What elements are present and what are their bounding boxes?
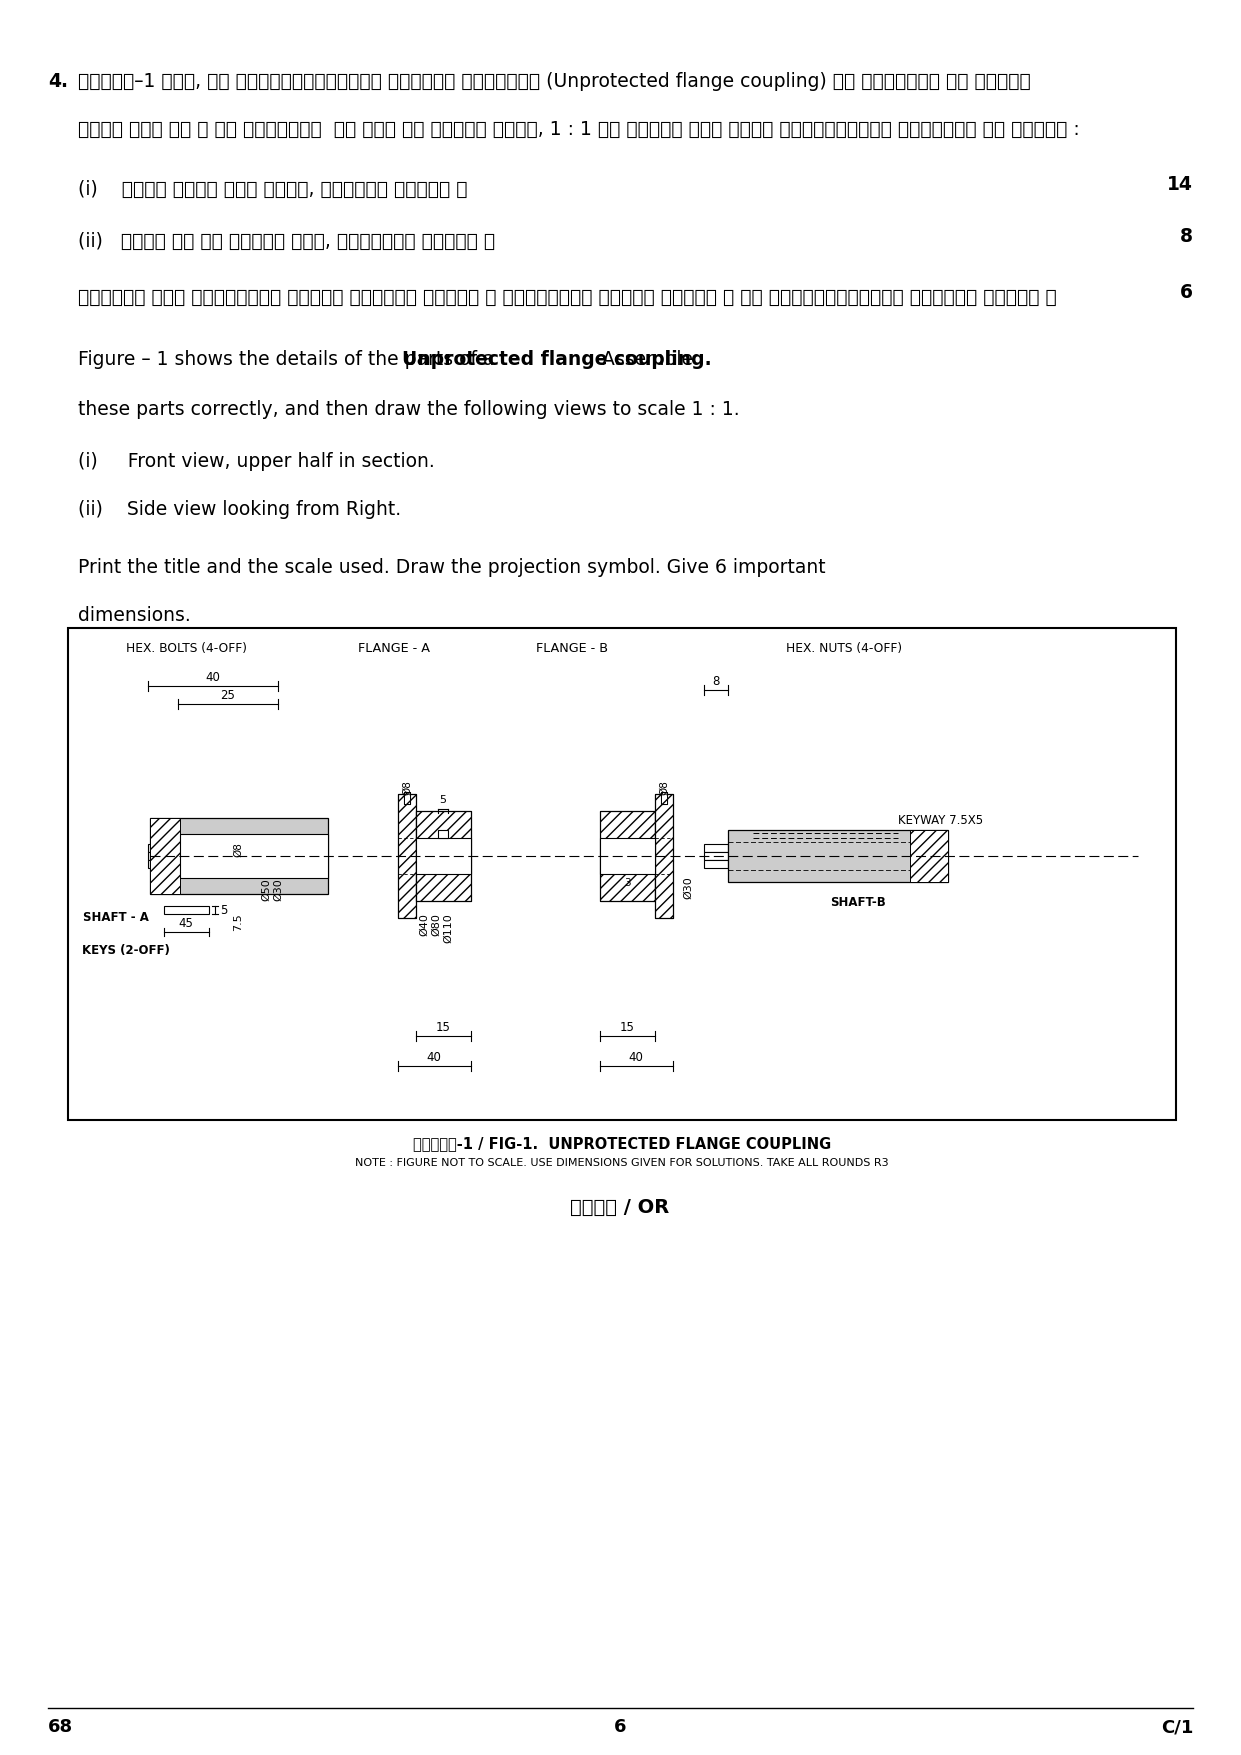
- Text: KEYWAY 7.5X5: KEYWAY 7.5X5: [898, 814, 983, 827]
- Text: FLANGE - A: FLANGE - A: [357, 642, 429, 655]
- Bar: [704, 844, 728, 851]
- Text: FLANGE - B: FLANGE - B: [536, 642, 608, 655]
- Text: 40: 40: [628, 1051, 643, 1064]
- Text: Figure – 1 shows the details of the parts of a: Figure – 1 shows the details of the part…: [78, 349, 500, 369]
- Text: SHAFT - A: SHAFT - A: [83, 911, 149, 923]
- Bar: [599, 837, 655, 874]
- Text: 3: 3: [624, 878, 630, 888]
- Text: 6: 6: [1180, 283, 1193, 302]
- Text: NOTE : FIGURE NOT TO SCALE. USE DIMENSIONS GIVEN FOR SOLUTIONS. TAKE ALL ROUNDS : NOTE : FIGURE NOT TO SCALE. USE DIMENSIO…: [355, 1158, 889, 1169]
- Text: Ø8: Ø8: [402, 779, 412, 795]
- Bar: [416, 811, 472, 900]
- Text: dimensions.: dimensions.: [78, 605, 191, 625]
- Text: शीर्षक तथा प्रयुक्त मापनी आलेखित कीजिए । प्रक्षेप चिह्न बनाइए । छः महत्त्वपूर्ण : शीर्षक तथा प्रयुक्त मापनी आलेखित कीजिए ।…: [78, 288, 1057, 307]
- Text: (ii)   दाएँ ओर से देखते हुए, पार्श्व दृश्य ।: (ii) दाएँ ओर से देखते हुए, पार्श्व दृश्य…: [78, 232, 495, 251]
- Text: Ø8: Ø8: [659, 779, 669, 795]
- Text: Print the title and the scale used. Draw the projection symbol. Give 6 important: Print the title and the scale used. Draw…: [78, 558, 825, 577]
- Bar: [655, 793, 673, 918]
- Bar: [599, 811, 655, 900]
- Text: 14: 14: [1167, 176, 1193, 195]
- Bar: [661, 792, 666, 804]
- Bar: [599, 811, 655, 900]
- Text: HEX. NUTS (4-OFF): HEX. NUTS (4-OFF): [786, 642, 902, 655]
- Bar: [661, 792, 666, 804]
- Text: 45: 45: [179, 918, 194, 930]
- Bar: [150, 818, 180, 893]
- Bar: [398, 793, 416, 918]
- Bar: [910, 830, 948, 883]
- Bar: [177, 851, 278, 860]
- Bar: [438, 830, 448, 837]
- Text: 8: 8: [1180, 226, 1193, 246]
- Text: Ø110: Ø110: [443, 913, 453, 942]
- Text: 15: 15: [619, 1021, 634, 1034]
- Text: Ø80: Ø80: [431, 913, 441, 935]
- Bar: [68, 628, 1176, 1120]
- Bar: [148, 851, 177, 860]
- Bar: [405, 792, 410, 804]
- Text: KEYS (2-OFF): KEYS (2-OFF): [82, 944, 170, 956]
- Bar: [416, 811, 472, 900]
- Bar: [704, 851, 728, 860]
- Text: Ø30: Ø30: [273, 878, 283, 900]
- Text: चित्र–1 में, एक अनप्रोटेक्टेड फ्लैंज कप्लिंग (Unprotected flange coupling) के पु: चित्र–1 में, एक अनप्रोटेक्टेड फ्लैंज कप्…: [78, 72, 1031, 91]
- Text: C/1: C/1: [1160, 1718, 1193, 1736]
- Text: Ø40: Ø40: [419, 913, 429, 935]
- Text: SHAFT-B: SHAFT-B: [830, 897, 886, 909]
- Text: 6: 6: [614, 1718, 627, 1736]
- Text: Ø30: Ø30: [683, 876, 692, 899]
- Text: दिया गया है । इन पुर्जों  को ठीक से एकत्र करके, 1 : 1 की मापनी में इनके निम्नलिख: दिया गया है । इन पुर्जों को ठीक से एकत्र…: [78, 119, 1080, 139]
- Text: चित्र-1 / FIG-1.  UNPROTECTED FLANGE COUPLING: चित्र-1 / FIG-1. UNPROTECTED FLANGE COUP…: [413, 1135, 831, 1151]
- Text: 25: 25: [221, 690, 236, 702]
- Bar: [148, 860, 177, 869]
- Bar: [180, 834, 328, 878]
- Text: 7.5: 7.5: [233, 913, 243, 930]
- Text: Ø8: Ø8: [233, 842, 243, 856]
- Bar: [398, 793, 416, 918]
- Bar: [655, 793, 673, 918]
- Text: HEX. BOLTS (4-OFF): HEX. BOLTS (4-OFF): [127, 642, 247, 655]
- Text: these parts correctly, and then draw the following views to scale 1 : 1.: these parts correctly, and then draw the…: [78, 400, 740, 419]
- Bar: [150, 818, 328, 893]
- Text: 5: 5: [220, 904, 227, 916]
- Text: 68: 68: [48, 1718, 73, 1736]
- Text: Assemble: Assemble: [596, 349, 692, 369]
- Text: (i)     Front view, upper half in section.: (i) Front view, upper half in section.: [78, 453, 434, 470]
- Bar: [704, 860, 728, 869]
- Text: (i)    ऊपरी अर्ध काट सहित, सम्मुख दृश्य ।: (i) ऊपरी अर्ध काट सहित, सम्मुख दृश्य ।: [78, 181, 468, 198]
- Text: 8: 8: [712, 676, 720, 688]
- Text: अथवा / OR: अथवा / OR: [571, 1199, 670, 1216]
- Text: 40: 40: [206, 670, 221, 684]
- Bar: [416, 837, 472, 874]
- Bar: [148, 844, 177, 851]
- Text: 4.: 4.: [48, 72, 68, 91]
- Text: 40: 40: [427, 1051, 442, 1064]
- Text: (ii)    Side view looking from Right.: (ii) Side view looking from Right.: [78, 500, 401, 519]
- Bar: [728, 830, 948, 883]
- Text: 5: 5: [439, 795, 447, 806]
- Text: Unprotected flange coupling.: Unprotected flange coupling.: [402, 349, 712, 369]
- Bar: [405, 792, 410, 804]
- Text: 15: 15: [436, 1021, 450, 1034]
- Text: Ø50: Ø50: [261, 878, 271, 900]
- Bar: [164, 906, 208, 914]
